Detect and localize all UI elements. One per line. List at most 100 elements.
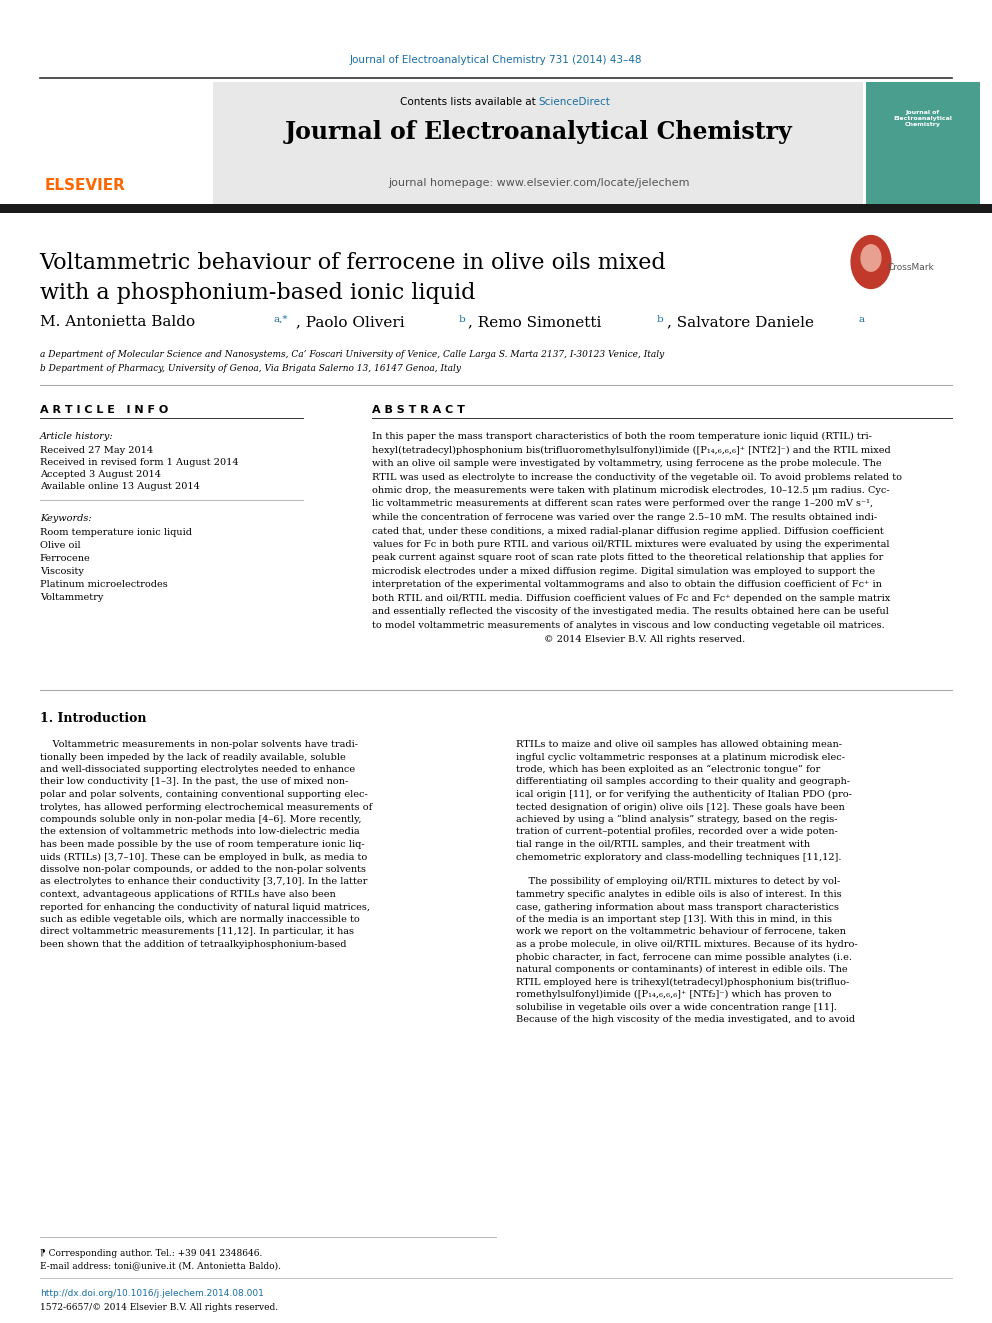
Text: and well-dissociated supporting electrolytes needed to enhance: and well-dissociated supporting electrol… — [40, 765, 355, 774]
Text: cated that, under these conditions, a mixed radial-planar diffusion regime appli: cated that, under these conditions, a mi… — [372, 527, 884, 536]
Text: has been made possible by the use of room temperature ionic liq-: has been made possible by the use of roo… — [40, 840, 364, 849]
Text: values for Fc in both pure RTIL and various oil/RTIL mixtures were evaluated by : values for Fc in both pure RTIL and vari… — [372, 540, 890, 549]
Text: achieved by using a “blind analysis” strategy, based on the regis-: achieved by using a “blind analysis” str… — [516, 815, 837, 824]
Text: hexyl(tetradecyl)phosphonium bis(trifluoromethylsulfonyl)imide ([P₁₄,₆,₆,₆]⁺ [NT: hexyl(tetradecyl)phosphonium bis(trifluo… — [372, 446, 891, 455]
Circle shape — [851, 235, 891, 288]
Text: of the media is an important step [13]. With this in mind, in this: of the media is an important step [13]. … — [516, 916, 832, 923]
Text: A B S T R A C T: A B S T R A C T — [372, 405, 465, 415]
Text: Voltammetry: Voltammetry — [40, 593, 103, 602]
Text: tial range in the oil/RTIL samples, and their treatment with: tial range in the oil/RTIL samples, and … — [516, 840, 809, 849]
Text: peak current against square root of scan rate plots fitted to the theoretical re: peak current against square root of scan… — [372, 553, 883, 562]
Text: A R T I C L E   I N F O: A R T I C L E I N F O — [40, 405, 168, 415]
Text: b: b — [657, 315, 664, 324]
Text: Voltammetric measurements in non-polar solvents have tradi-: Voltammetric measurements in non-polar s… — [40, 740, 358, 749]
Text: b: b — [458, 315, 465, 324]
Text: Available online 13 August 2014: Available online 13 August 2014 — [40, 482, 199, 491]
Text: ELSEVIER: ELSEVIER — [45, 179, 126, 193]
Text: as a probe molecule, in olive oil/RTIL mixtures. Because of its hydro-: as a probe molecule, in olive oil/RTIL m… — [516, 941, 857, 949]
Text: Journal of Electroanalytical Chemistry 731 (2014) 43–48: Journal of Electroanalytical Chemistry 7… — [350, 56, 642, 65]
Text: a: a — [858, 315, 864, 324]
Text: direct voltammetric measurements [11,12]. In particular, it has: direct voltammetric measurements [11,12]… — [40, 927, 354, 937]
Text: while the concentration of ferrocene was varied over the range 2.5–10 mM. The re: while the concentration of ferrocene was… — [372, 513, 877, 523]
Text: context, advantageous applications of RTILs have also been: context, advantageous applications of RT… — [40, 890, 335, 900]
FancyBboxPatch shape — [866, 82, 980, 212]
Text: ohmic drop, the measurements were taken with platinum microdisk electrodes, 10–1: ohmic drop, the measurements were taken … — [372, 486, 890, 495]
Text: CrossMark: CrossMark — [888, 263, 934, 273]
Text: work we report on the voltammetric behaviour of ferrocene, taken: work we report on the voltammetric behav… — [516, 927, 846, 937]
Text: a Department of Molecular Science and Nanosystems, Ca’ Foscari University of Ven: a Department of Molecular Science and Na… — [40, 351, 664, 359]
Text: 1572-6657/© 2014 Elsevier B.V. All rights reserved.: 1572-6657/© 2014 Elsevier B.V. All right… — [40, 1303, 278, 1312]
Circle shape — [861, 245, 881, 271]
Text: ScienceDirect: ScienceDirect — [539, 97, 610, 107]
Text: phobic character, in fact, ferrocene can mime possible analytes (i.e.: phobic character, in fact, ferrocene can… — [516, 953, 852, 962]
Text: , Paolo Oliveri: , Paolo Oliveri — [296, 315, 409, 329]
Text: trolytes, has allowed performing electrochemical measurements of: trolytes, has allowed performing electro… — [40, 803, 372, 811]
Text: M. Antonietta Baldo: M. Antonietta Baldo — [40, 315, 199, 329]
Text: 1. Introduction: 1. Introduction — [40, 712, 146, 725]
Text: such as edible vegetable oils, which are normally inaccessible to: such as edible vegetable oils, which are… — [40, 916, 359, 923]
Text: polar and polar solvents, containing conventional supporting elec-: polar and polar solvents, containing con… — [40, 790, 367, 799]
Text: with a phosphonium-based ionic liquid: with a phosphonium-based ionic liquid — [40, 282, 475, 304]
Text: RTILs to maize and olive oil samples has allowed obtaining mean-: RTILs to maize and olive oil samples has… — [516, 740, 842, 749]
Text: trode, which has been exploited as an “electronic tongue” for: trode, which has been exploited as an “e… — [516, 765, 820, 774]
Text: interpretation of the experimental voltammograms and also to obtain the diffusio: interpretation of the experimental volta… — [372, 581, 882, 590]
Text: © 2014 Elsevier B.V. All rights reserved.: © 2014 Elsevier B.V. All rights reserved… — [372, 635, 745, 643]
Text: case, gathering information about mass transport characteristics: case, gathering information about mass t… — [516, 902, 839, 912]
Text: RTIL employed here is trihexyl(tetradecyl)phosphonium bis(trifluo-: RTIL employed here is trihexyl(tetradecy… — [516, 978, 849, 987]
Text: been shown that the addition of tetraalkyiphosphonium-based: been shown that the addition of tetraalk… — [40, 941, 346, 949]
Text: b Department of Pharmacy, University of Genoa, Via Brigata Salerno 13, 16147 Gen: b Department of Pharmacy, University of … — [40, 364, 460, 373]
Text: chemometric exploratory and class-modelling techniques [11,12].: chemometric exploratory and class-modell… — [516, 852, 841, 861]
Text: Journal of Electroanalytical Chemistry: Journal of Electroanalytical Chemistry — [285, 120, 793, 144]
Text: ical origin [11], or for verifying the authenticity of Italian PDO (pro-: ical origin [11], or for verifying the a… — [516, 790, 852, 799]
FancyBboxPatch shape — [213, 82, 863, 212]
Text: the extension of voltammetric methods into low-dielectric media: the extension of voltammetric methods in… — [40, 827, 359, 836]
Text: Accepted 3 August 2014: Accepted 3 August 2014 — [40, 470, 161, 479]
Text: differentiating oil samples according to their quality and geograph-: differentiating oil samples according to… — [516, 778, 850, 786]
Text: journal homepage: www.elsevier.com/locate/jelechem: journal homepage: www.elsevier.com/locat… — [388, 179, 689, 188]
Text: ⁋ Corresponding author. Tel.: +39 041 2348646.: ⁋ Corresponding author. Tel.: +39 041 23… — [40, 1249, 262, 1258]
Text: Platinum microelectrodes: Platinum microelectrodes — [40, 579, 168, 589]
Text: The possibility of employing oil/RTIL mixtures to detect by vol-: The possibility of employing oil/RTIL mi… — [516, 877, 840, 886]
Text: Received 27 May 2014: Received 27 May 2014 — [40, 446, 153, 455]
Text: Olive oil: Olive oil — [40, 541, 80, 550]
Text: their low conductivity [1–3]. In the past, the use of mixed non-: their low conductivity [1–3]. In the pas… — [40, 778, 348, 786]
Text: dissolve non-polar compounds, or added to the non-polar solvents: dissolve non-polar compounds, or added t… — [40, 865, 366, 875]
Bar — [0, 204, 992, 213]
Text: lic voltammetric measurements at different scan rates were performed over the ra: lic voltammetric measurements at differe… — [372, 500, 873, 508]
Text: to model voltammetric measurements of analytes in viscous and low conducting veg: to model voltammetric measurements of an… — [372, 620, 885, 630]
Text: Room temperature ionic liquid: Room temperature ionic liquid — [40, 528, 191, 537]
Text: natural components or contaminants) of interest in edible oils. The: natural components or contaminants) of i… — [516, 964, 847, 974]
Text: a,*: a,* — [274, 315, 289, 324]
Text: ingful cyclic voltammetric responses at a platinum microdisk elec-: ingful cyclic voltammetric responses at … — [516, 753, 845, 762]
Text: E-mail address: toni@unive.it (M. Antonietta Baldo).: E-mail address: toni@unive.it (M. Antoni… — [40, 1261, 281, 1270]
Text: Received in revised form 1 August 2014: Received in revised form 1 August 2014 — [40, 458, 238, 467]
Text: tammetry specific analytes in edible oils is also of interest. In this: tammetry specific analytes in edible oil… — [516, 890, 841, 900]
Text: Viscosity: Viscosity — [40, 568, 83, 576]
Text: uids (RTILs) [3,7–10]. These can be employed in bulk, as media to: uids (RTILs) [3,7–10]. These can be empl… — [40, 852, 367, 861]
Text: Voltammetric behaviour of ferrocene in olive oils mixed: Voltammetric behaviour of ferrocene in o… — [40, 251, 667, 274]
Text: Keywords:: Keywords: — [40, 515, 91, 523]
Text: compounds soluble only in non-polar media [4–6]. More recently,: compounds soluble only in non-polar medi… — [40, 815, 361, 824]
Text: , Salvatore Daniele: , Salvatore Daniele — [667, 315, 818, 329]
Text: tration of current–potential profiles, recorded over a wide poten-: tration of current–potential profiles, r… — [516, 827, 837, 836]
Text: solubilise in vegetable oils over a wide concentration range [11].: solubilise in vegetable oils over a wide… — [516, 1003, 836, 1012]
Text: Ferrocene: Ferrocene — [40, 554, 90, 564]
Text: microdisk electrodes under a mixed diffusion regime. Digital simulation was empl: microdisk electrodes under a mixed diffu… — [372, 568, 875, 576]
Text: and essentially reflected the viscosity of the investigated media. The results o: and essentially reflected the viscosity … — [372, 607, 889, 617]
Text: tected designation of origin) olive oils [12]. These goals have been: tected designation of origin) olive oils… — [516, 803, 844, 811]
Text: Article history:: Article history: — [40, 433, 113, 441]
Text: reported for enhancing the conductivity of natural liquid matrices,: reported for enhancing the conductivity … — [40, 902, 370, 912]
Text: , Remo Simonetti: , Remo Simonetti — [468, 315, 606, 329]
Text: romethylsulfonyl)imide ([P₁₄,₆,₆,₆]⁺ [NTf₂]⁻) which has proven to: romethylsulfonyl)imide ([P₁₄,₆,₆,₆]⁺ [NT… — [516, 990, 831, 999]
Text: Journal of
Electroanalytical
Chemistry: Journal of Electroanalytical Chemistry — [893, 110, 952, 127]
Text: In this paper the mass transport characteristics of both the room temperature io: In this paper the mass transport charact… — [372, 433, 872, 441]
Text: Contents lists available at: Contents lists available at — [400, 97, 539, 107]
Text: both RTIL and oil/RTIL media. Diffusion coefficient values of Fc and Fc⁺ depende: both RTIL and oil/RTIL media. Diffusion … — [372, 594, 890, 603]
FancyBboxPatch shape — [40, 89, 203, 205]
Text: http://dx.doi.org/10.1016/j.jelechem.2014.08.001: http://dx.doi.org/10.1016/j.jelechem.201… — [40, 1289, 264, 1298]
Text: RTIL was used as electrolyte to increase the conductivity of the vegetable oil. : RTIL was used as electrolyte to increase… — [372, 472, 902, 482]
Text: with an olive oil sample were investigated by voltammetry, using ferrocene as th: with an olive oil sample were investigat… — [372, 459, 882, 468]
Text: Because of the high viscosity of the media investigated, and to avoid: Because of the high viscosity of the med… — [516, 1015, 855, 1024]
Text: as electrolytes to enhance their conductivity [3,7,10]. In the latter: as electrolytes to enhance their conduct… — [40, 877, 367, 886]
Text: tionally been impeded by the lack of readily available, soluble: tionally been impeded by the lack of rea… — [40, 753, 345, 762]
